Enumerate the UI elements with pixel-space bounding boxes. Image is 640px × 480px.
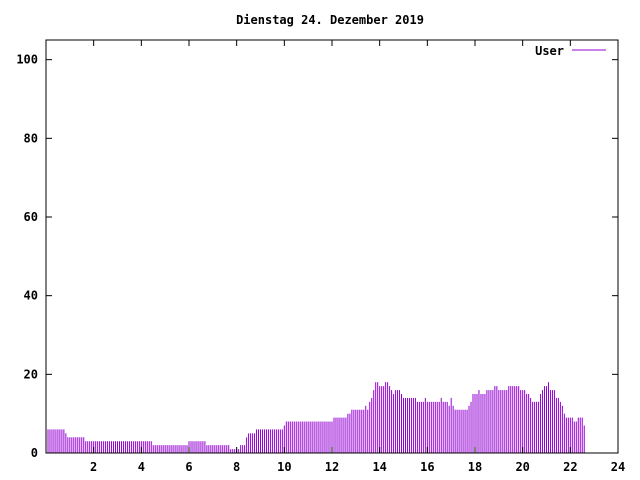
x-tick-label: 20: [515, 460, 529, 474]
y-tick-label: 20: [24, 367, 38, 381]
x-tick-label: 24: [611, 460, 625, 474]
y-tick-label: 100: [16, 53, 38, 67]
x-tick-label: 16: [420, 460, 434, 474]
x-tick-label: 6: [185, 460, 192, 474]
x-tick-label: 12: [325, 460, 339, 474]
chart-title: Dienstag 24. Dezember 2019: [236, 13, 424, 27]
y-tick-label: 40: [24, 289, 38, 303]
x-tick-label: 22: [563, 460, 577, 474]
series-bars: [45, 382, 585, 453]
x-tick-label: 8: [233, 460, 240, 474]
x-tick-label: 14: [372, 460, 386, 474]
x-tick-label: 18: [468, 460, 482, 474]
y-tick-label: 80: [24, 131, 38, 145]
x-tick-label: 10: [277, 460, 291, 474]
legend-label-user: User: [535, 44, 564, 58]
y-tick-label: 60: [24, 210, 38, 224]
x-tick-label: 2: [90, 460, 97, 474]
legend: User: [535, 44, 606, 58]
x-tick-label: 4: [138, 460, 145, 474]
y-tick-label: 0: [31, 446, 38, 460]
